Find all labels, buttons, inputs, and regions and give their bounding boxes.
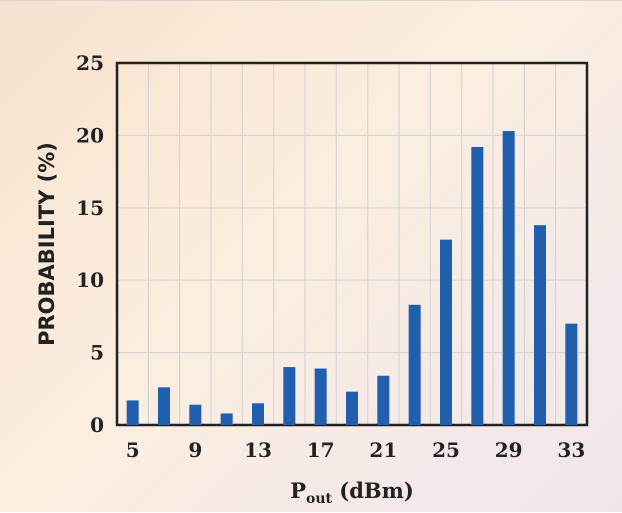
y-tick-label: 10 — [76, 268, 104, 292]
y-axis-label: PROBABILITY (%) — [35, 142, 59, 346]
bar — [408, 304, 421, 425]
bar — [377, 375, 390, 425]
bar — [314, 368, 327, 425]
bar — [346, 391, 358, 425]
x-tick-label: 9 — [188, 438, 202, 462]
x-tick-label: 21 — [369, 438, 397, 462]
bar — [126, 400, 139, 425]
y-tick-label: 20 — [76, 123, 104, 147]
bar — [502, 131, 515, 425]
x-tick-labels: 5 9 13 17 21 25 29 33 — [126, 438, 586, 462]
bar — [565, 323, 578, 425]
x-axis-label-subscript: out — [306, 491, 333, 507]
x-axis-label: Pout (dBm) — [290, 478, 414, 507]
bar — [471, 146, 484, 425]
bar — [158, 387, 170, 425]
x-tick-label: 25 — [432, 438, 460, 462]
y-tick-labels: 0 5 10 15 20 25 — [76, 51, 104, 437]
x-tick-label: 13 — [244, 438, 272, 462]
bar — [252, 403, 264, 425]
x-axis-label-main: P — [290, 478, 306, 503]
y-tick-label: 0 — [90, 413, 104, 437]
y-tick-label: 25 — [76, 51, 104, 75]
x-tick-label: 5 — [126, 438, 140, 462]
grid — [117, 63, 587, 425]
bar — [283, 367, 296, 425]
y-tick-label: 15 — [76, 196, 104, 220]
bar — [440, 239, 452, 425]
y-tick-label: 5 — [90, 341, 104, 365]
x-tick-label: 17 — [307, 438, 335, 462]
bar — [534, 225, 546, 425]
plot-area — [115, 61, 589, 427]
bar — [189, 404, 202, 425]
x-tick-label: 29 — [495, 438, 523, 462]
bar — [220, 413, 233, 425]
x-tick-label: 33 — [557, 438, 585, 462]
bars — [126, 131, 578, 425]
x-axis-label-unit: (dBm) — [332, 478, 414, 503]
